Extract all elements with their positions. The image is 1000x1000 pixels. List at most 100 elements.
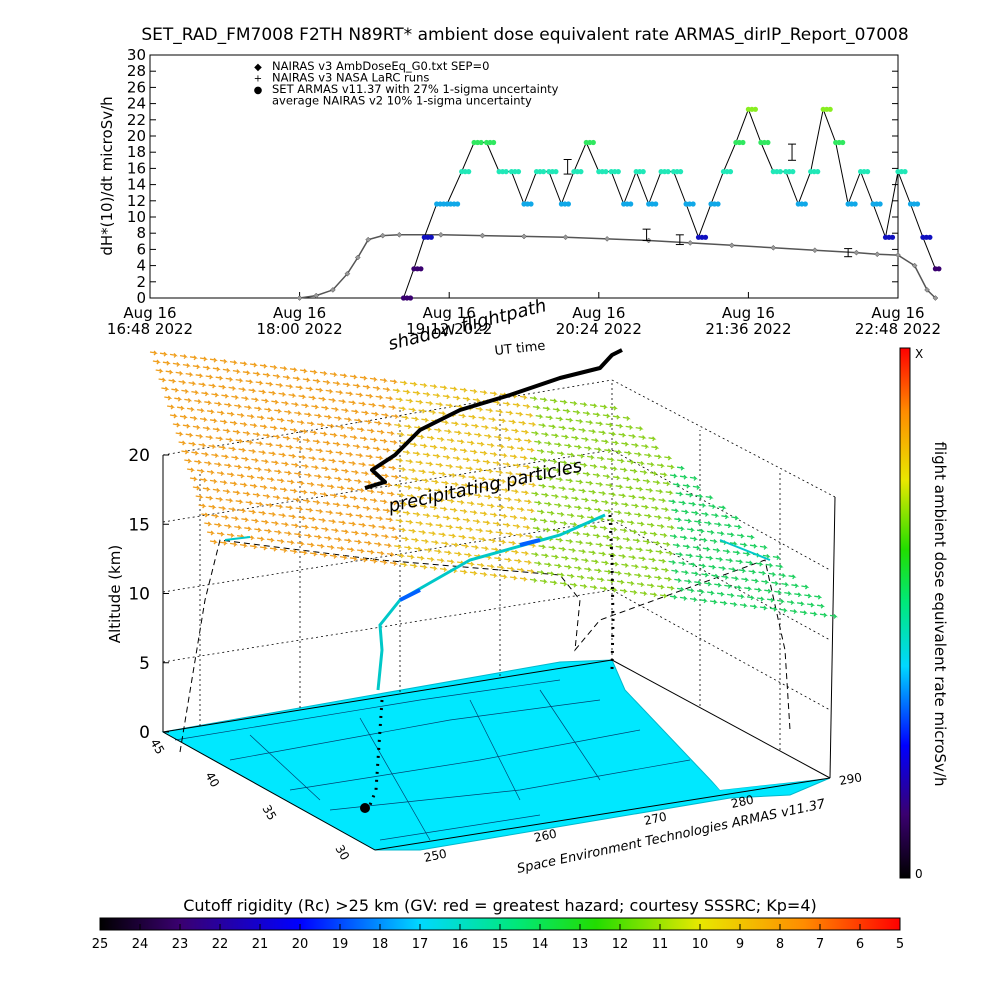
- latitude-tick-label: 45: [147, 737, 167, 757]
- precipitating-particle-arrow: [254, 527, 263, 533]
- precipitating-particle-arrow: [698, 563, 707, 569]
- precipitating-particle-arrow: [379, 559, 388, 565]
- precipitating-particle-arrow: [331, 467, 340, 473]
- precipitating-particle-arrow: [486, 564, 495, 570]
- precipitating-particle-arrow: [316, 483, 325, 489]
- precipitating-particle-arrow: [434, 549, 443, 555]
- legend-symbol: ◆: [254, 62, 262, 73]
- precipitating-particle-arrow: [631, 442, 640, 448]
- precipitating-particle-arrow: [304, 472, 313, 478]
- precipitating-particle-arrow: [555, 416, 564, 422]
- precipitating-particle-arrow: [505, 531, 514, 537]
- cutoff-rigidity-tick-label: 5: [896, 937, 904, 952]
- precipitating-particle-arrow: [382, 508, 391, 514]
- precipitating-particle-arrow: [605, 483, 614, 489]
- series-set-armas-point: [727, 169, 734, 175]
- precipitating-particle-arrow: [444, 429, 453, 435]
- precipitating-particle-arrow: [244, 526, 253, 532]
- precipitating-particle-arrow: [502, 401, 511, 407]
- precipitating-particle-arrow: [549, 580, 558, 586]
- precipitating-particle-arrow: [436, 558, 445, 564]
- precipitating-particle-arrow: [612, 535, 621, 541]
- precipitating-particle-arrow: [431, 540, 440, 546]
- precipitating-particle-arrow: [608, 431, 617, 437]
- cutoff-rigidity-tick-label: 10: [692, 937, 709, 952]
- series-set-armas-point: [491, 139, 497, 146]
- precipitating-particle-arrow: [829, 613, 838, 619]
- precipitating-particle-arrow: [518, 420, 527, 426]
- series-set-armas-point: [765, 139, 771, 146]
- precipitating-particle-arrow: [694, 580, 703, 586]
- precipitating-particle-arrow: [715, 556, 724, 562]
- timeseries-legend: ◆ NAIRAS v3 AmbDoseEq_G0.txt SEP=0 + NAIRAS…: [254, 59, 559, 108]
- precipitating-particle-arrow: [291, 402, 300, 408]
- precipitating-particle-arrow: [205, 495, 214, 501]
- precipitating-particle-arrow: [486, 442, 495, 448]
- precipitating-particle-arrow: [475, 528, 484, 534]
- precipitating-particle-arrow: [519, 516, 528, 522]
- precipitating-particle-arrow: [609, 405, 618, 411]
- precipitating-particle-arrow: [304, 412, 313, 418]
- precipitating-particle-arrow: [484, 433, 493, 439]
- precipitating-particle-arrow: [235, 438, 244, 444]
- precipitating-particle-arrow: [426, 435, 435, 441]
- precipitating-particle-arrow: [514, 498, 523, 504]
- precipitating-particle-arrow: [248, 509, 257, 515]
- series-set-armas-point: [590, 139, 596, 146]
- precipitating-particle-arrow: [691, 571, 700, 577]
- precipitating-particle-arrow: [569, 400, 578, 406]
- precipitating-particle-arrow: [626, 459, 635, 465]
- series-nairas-v3-point: [895, 252, 901, 258]
- precipitating-particle-arrow: [165, 369, 174, 375]
- precipitating-particle-arrow: [502, 522, 511, 528]
- precipitating-particle-arrow: [436, 497, 445, 503]
- precipitating-particle-arrow: [215, 436, 224, 442]
- precipitating-particle-arrow: [211, 513, 220, 519]
- precipitating-particle-arrow: [419, 382, 428, 388]
- precipitating-particle-arrow: [226, 472, 235, 478]
- precipitating-particle-arrow: [225, 376, 234, 382]
- precipitating-particle-arrow: [628, 433, 637, 439]
- precipitating-particle-arrow: [176, 405, 185, 411]
- precipitating-particle-arrow: [364, 419, 373, 425]
- precipitating-particle-arrow: [316, 543, 325, 549]
- precipitating-particle-arrow: [369, 558, 378, 564]
- precipitating-particle-arrow: [305, 447, 314, 453]
- latitude-tick-label: 30: [332, 843, 352, 863]
- precipitating-particle-arrow: [265, 381, 274, 387]
- precipitating-particle-arrow: [646, 583, 655, 589]
- precipitating-particle-arrow: [319, 492, 328, 498]
- precipitating-particle-arrow: [222, 489, 231, 495]
- precipitating-particle-arrow: [516, 507, 525, 513]
- precipitating-particle-arrow: [269, 546, 278, 552]
- precipitating-particle-arrow: [162, 360, 171, 366]
- precipitating-particle-arrow: [312, 439, 321, 445]
- precipitating-particle-arrow: [659, 472, 668, 478]
- precipitating-particle-arrow: [365, 454, 374, 460]
- series-set-armas-point: [936, 266, 942, 272]
- precipitating-particle-arrow: [566, 513, 575, 519]
- precipitating-particle-arrow: [268, 390, 277, 396]
- precipitating-particle-arrow: [704, 520, 713, 526]
- precipitating-particle-arrow: [476, 502, 485, 508]
- precipitating-particle-arrow: [625, 546, 634, 552]
- precipitating-particle-arrow: [424, 487, 433, 493]
- precipitating-particle-arrow: [786, 600, 795, 606]
- precipitating-particle-arrow: [562, 408, 571, 414]
- precipitating-particle-arrow: [269, 486, 278, 492]
- precipitating-particle-arrow: [339, 433, 348, 439]
- precipitating-particle-arrow: [288, 453, 297, 459]
- precipitating-particle-arrow: [395, 397, 404, 403]
- precipitating-particle-arrow: [226, 411, 235, 417]
- precipitating-particle-arrow: [549, 519, 558, 525]
- precipitating-particle-arrow: [621, 502, 630, 508]
- precipitating-particle-arrow: [399, 501, 408, 507]
- precipitating-particle-arrow: [505, 410, 514, 416]
- precipitating-particle-arrow: [432, 514, 441, 520]
- precipitating-particle-arrow: [576, 574, 585, 580]
- precipitating-particle-arrow: [221, 454, 230, 460]
- precipitating-particle-arrow: [415, 399, 424, 405]
- precipitating-particle-arrow: [578, 549, 587, 555]
- precipitating-particle-arrow: [335, 450, 344, 456]
- series-set-armas-point: [889, 234, 896, 240]
